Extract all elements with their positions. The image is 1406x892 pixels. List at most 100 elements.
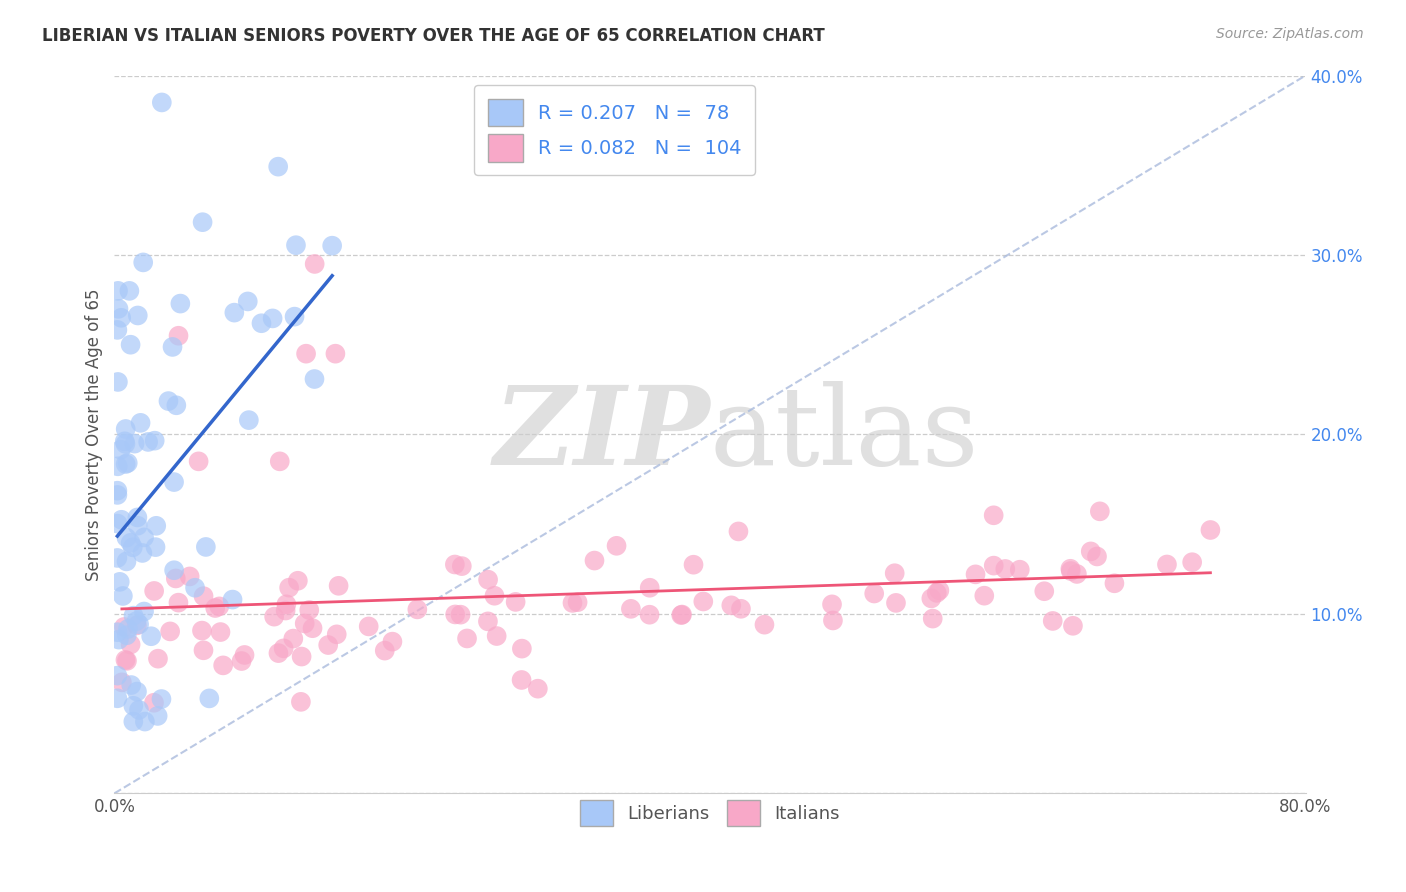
Point: [105, 691, 128, 706]
Point: [278, 581, 301, 595]
Point: [198, 691, 221, 706]
Point: [191, 624, 214, 638]
Point: [671, 607, 693, 622]
Point: [143, 583, 166, 598]
Point: [294, 616, 316, 631]
Point: [720, 599, 742, 613]
Point: [107, 301, 129, 316]
Point: [450, 607, 472, 622]
Point: [111, 675, 134, 690]
Point: [167, 328, 190, 343]
Point: [105, 551, 128, 566]
Point: [120, 337, 142, 351]
Point: [754, 617, 776, 632]
Point: [965, 567, 987, 582]
Point: [204, 601, 226, 615]
Point: [193, 643, 215, 657]
Point: [510, 641, 533, 656]
Point: [450, 559, 472, 574]
Point: [143, 434, 166, 448]
Point: [193, 589, 215, 603]
Point: [236, 294, 259, 309]
Point: [374, 643, 396, 657]
Text: ZIP: ZIP: [494, 381, 710, 488]
Point: [179, 569, 201, 583]
Point: [162, 340, 184, 354]
Point: [108, 574, 131, 589]
Point: [125, 684, 148, 698]
Point: [110, 513, 132, 527]
Point: [328, 579, 350, 593]
Point: [983, 558, 1005, 573]
Point: [727, 524, 749, 539]
Point: [1066, 566, 1088, 581]
Point: [1199, 523, 1222, 537]
Point: [298, 603, 321, 617]
Point: [194, 540, 217, 554]
Point: [510, 673, 533, 687]
Point: [165, 571, 187, 585]
Point: [863, 586, 886, 600]
Point: [291, 649, 314, 664]
Point: [692, 594, 714, 608]
Point: [231, 654, 253, 668]
Point: [925, 586, 948, 600]
Point: [1042, 614, 1064, 628]
Point: [209, 625, 232, 640]
Point: [157, 394, 180, 409]
Point: [125, 614, 148, 628]
Point: [295, 347, 318, 361]
Point: [105, 323, 128, 337]
Point: [127, 309, 149, 323]
Point: [1062, 619, 1084, 633]
Point: [283, 632, 305, 646]
Point: [143, 696, 166, 710]
Point: [730, 601, 752, 615]
Point: [325, 627, 347, 641]
Point: [224, 305, 246, 319]
Point: [1080, 544, 1102, 558]
Point: [105, 488, 128, 502]
Point: [167, 596, 190, 610]
Point: [184, 581, 207, 595]
Point: [108, 632, 131, 647]
Point: [1085, 549, 1108, 564]
Point: [921, 611, 943, 625]
Point: [125, 618, 148, 632]
Point: [115, 628, 138, 642]
Point: [191, 215, 214, 229]
Point: [304, 372, 326, 386]
Point: [1008, 563, 1031, 577]
Point: [1060, 564, 1083, 578]
Point: [406, 602, 429, 616]
Point: [1088, 504, 1111, 518]
Point: [285, 238, 308, 252]
Point: [120, 536, 142, 550]
Point: [1156, 558, 1178, 572]
Point: [128, 617, 150, 632]
Text: LIBERIAN VS ITALIAN SENIORS POVERTY OVER THE AGE OF 65 CORRELATION CHART: LIBERIAN VS ITALIAN SENIORS POVERTY OVER…: [42, 27, 825, 45]
Point: [267, 160, 290, 174]
Point: [1104, 576, 1126, 591]
Point: [159, 624, 181, 639]
Point: [267, 646, 290, 660]
Point: [484, 589, 506, 603]
Point: [117, 456, 139, 470]
Point: [263, 609, 285, 624]
Point: [118, 284, 141, 298]
Point: [107, 516, 129, 531]
Point: [111, 589, 134, 603]
Point: [221, 592, 243, 607]
Point: [321, 238, 343, 252]
Point: [606, 539, 628, 553]
Point: [485, 629, 508, 643]
Point: [132, 605, 155, 619]
Point: [105, 625, 128, 640]
Point: [1033, 584, 1056, 599]
Point: [357, 619, 380, 633]
Point: [456, 632, 478, 646]
Point: [114, 437, 136, 451]
Point: [477, 615, 499, 629]
Point: [120, 637, 142, 651]
Point: [325, 347, 347, 361]
